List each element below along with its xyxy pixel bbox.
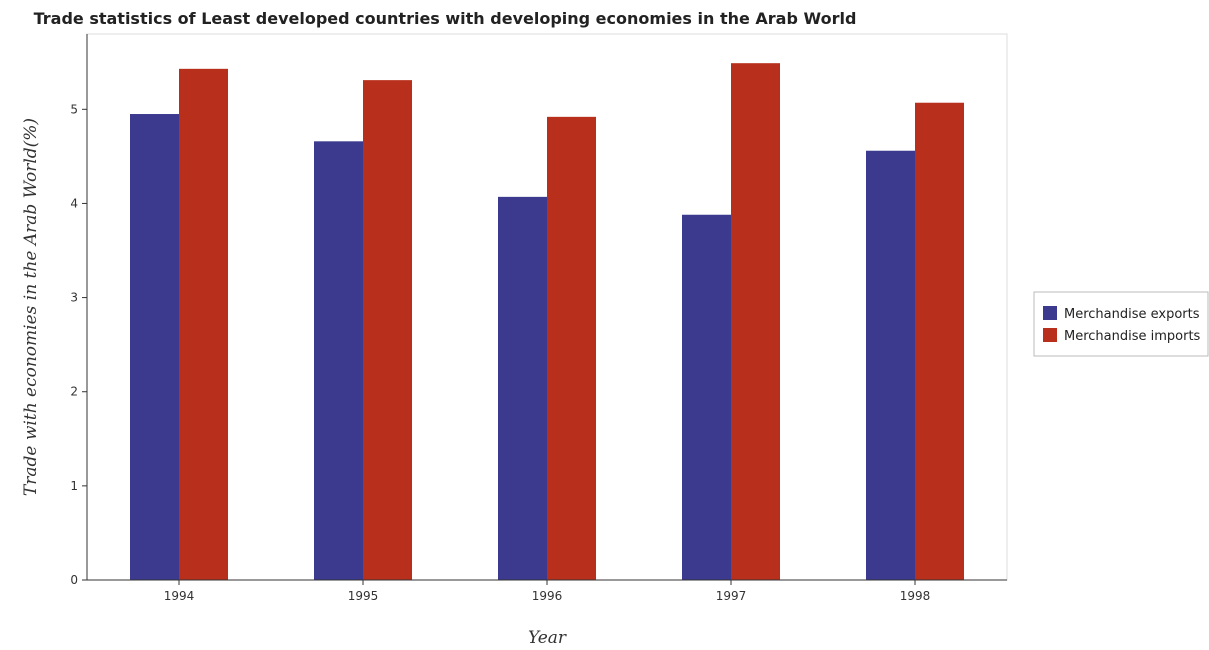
x-axis: 1994 1995 1996 1997 1998	[87, 579, 1007, 603]
bar-imports-1995	[363, 80, 412, 580]
y-tick-label: 4	[70, 196, 78, 210]
x-tick-label: 1995	[348, 589, 379, 603]
bar-exports-1996	[498, 196, 547, 580]
x-axis-label: Year	[528, 628, 567, 648]
y-tick-label: 2	[70, 385, 78, 399]
bar-exports-1994	[130, 114, 179, 580]
legend-label-exports: Merchandise exports	[1064, 307, 1200, 322]
bar-exports-1998	[866, 150, 915, 581]
y-tick-label: 5	[70, 102, 78, 116]
y-axis-label: Trade with economies in the Arab World(%…	[21, 118, 41, 496]
x-tick-label: 1997	[716, 589, 747, 603]
legend-swatch-imports	[1043, 328, 1057, 342]
bar-imports-1997	[731, 63, 780, 581]
y-tick-label: 0	[70, 573, 78, 587]
chart-title: Trade statistics of Least developed coun…	[34, 9, 857, 28]
bar-imports-1998	[915, 102, 964, 580]
y-tick-label: 3	[70, 291, 78, 305]
bar-exports-1997	[682, 214, 731, 581]
bar-exports-1995	[314, 141, 363, 580]
bar-imports-1996	[547, 116, 596, 581]
legend-box	[1033, 291, 1209, 357]
bar-imports-1994	[179, 68, 228, 581]
x-tick-label: 1996	[532, 589, 563, 603]
y-axis: 0 1 2 3 4 5	[70, 34, 88, 587]
x-tick-label: 1994	[164, 589, 195, 603]
bars	[130, 63, 964, 581]
legend: Merchandise exports Merchandise imports	[1033, 291, 1209, 357]
y-tick-label: 1	[70, 479, 78, 493]
x-tick-label: 1998	[900, 589, 931, 603]
legend-label-imports: Merchandise imports	[1064, 329, 1201, 344]
legend-swatch-exports	[1043, 306, 1057, 320]
